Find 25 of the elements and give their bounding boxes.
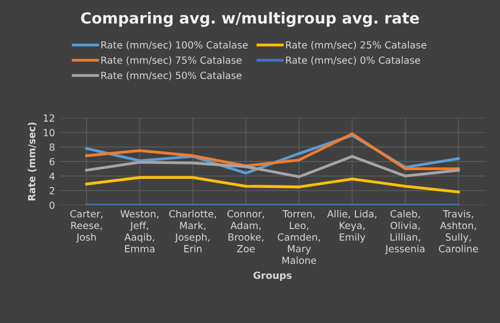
x-tick-label: Allie, Lida, Keya, Emily <box>327 210 376 243</box>
legend-label: Rate (mm/sec) 0% Catalase <box>286 56 420 65</box>
y-tick-label: 12 <box>44 114 54 122</box>
x-tick-label: Caleb, Olivia, Lillian, Jessenia <box>384 210 424 254</box>
line-series <box>85 176 460 194</box>
y-tick-label: 4 <box>49 172 55 180</box>
y-tick-label: 6 <box>50 158 55 166</box>
legend-label: Rate (mm/sec) 75% Catalase <box>101 56 242 65</box>
x-tick-label: Torren, Leo, Camden, Mary Malone <box>278 210 320 264</box>
legend-label: Rate (mm/sec) 100% Catalase <box>101 41 248 50</box>
y-axis-title: Rate (mm/sec) <box>28 122 36 200</box>
y-tick-label: 8 <box>50 143 54 151</box>
legend-label: Rate (mm/sec) 25% Catalase <box>286 41 426 50</box>
x-tick-label: Travis, Ashton, Sully, Caroline <box>438 210 478 252</box>
y-tick-label: 0 <box>50 202 54 209</box>
line-series <box>85 155 460 178</box>
legend-label: Rate (mm/sec) 50% Catalase <box>101 72 242 80</box>
y-tick-label: 2 <box>50 187 54 194</box>
x-tick-label: Carter, Reese, Josh <box>70 210 102 243</box>
chart-title: Comparing avg. w/multigroup avg. rate <box>81 12 419 27</box>
x-tick-label: Charlotte, Mark, Joseph, Erin <box>169 210 216 252</box>
x-tick-label: Connor, Adam, Brooke, Zoe <box>227 210 264 252</box>
y-tick-label: 10 <box>44 128 54 136</box>
x-tick-label: Weston, Jeff, Aaqib, Emma <box>120 210 158 252</box>
x-axis-title: Groups <box>253 272 292 281</box>
